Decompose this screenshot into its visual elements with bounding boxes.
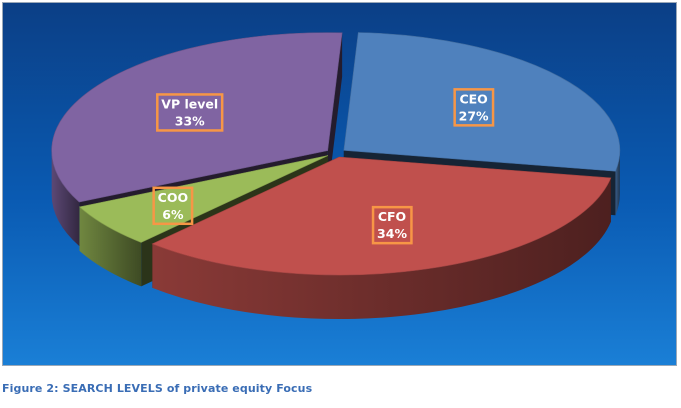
vp-level-slice xyxy=(51,32,343,203)
chart-area: CEO 27% CFO 34% COO 6% VP level 33% xyxy=(2,2,677,366)
cfo-label-name: CFO xyxy=(378,209,406,224)
vp-level-data-label: VP level 33% xyxy=(156,93,224,132)
cfo-slice xyxy=(151,156,612,276)
ceo-slice xyxy=(343,32,621,172)
coo-data-label: COO 6% xyxy=(152,186,194,226)
ceo-label-box xyxy=(453,88,495,127)
vp-level-slice-radial-face-end xyxy=(327,32,343,195)
coo-slice-side xyxy=(79,206,142,287)
vp-level-label-percent: 33% xyxy=(175,113,205,128)
coo-label-name: COO xyxy=(158,190,188,205)
vp-level-label-name: VP level xyxy=(161,96,218,111)
cfo-slice-side xyxy=(152,177,611,320)
cfo-label-box xyxy=(371,205,413,245)
ceo-slice-side xyxy=(615,150,620,216)
vp-level-label-box xyxy=(156,93,224,132)
vp-level-slice-side xyxy=(51,150,80,246)
cfo-label-percent: 34% xyxy=(377,226,407,241)
coo-label-box xyxy=(152,186,194,226)
cfo-data-label: CFO 34% xyxy=(371,205,413,245)
coo-slice xyxy=(78,155,329,243)
ceo-label-percent: 27% xyxy=(459,108,489,123)
ceo-label-name: CEO xyxy=(459,91,487,106)
coo-label-percent: 6% xyxy=(162,207,184,222)
ceo-data-label: CEO 27% xyxy=(453,88,495,127)
figure-caption: Figure 2: SEARCH LEVELS of private equit… xyxy=(2,382,313,395)
pie-chart: CEO 27% CFO 34% COO 6% VP level 33% xyxy=(51,32,621,320)
